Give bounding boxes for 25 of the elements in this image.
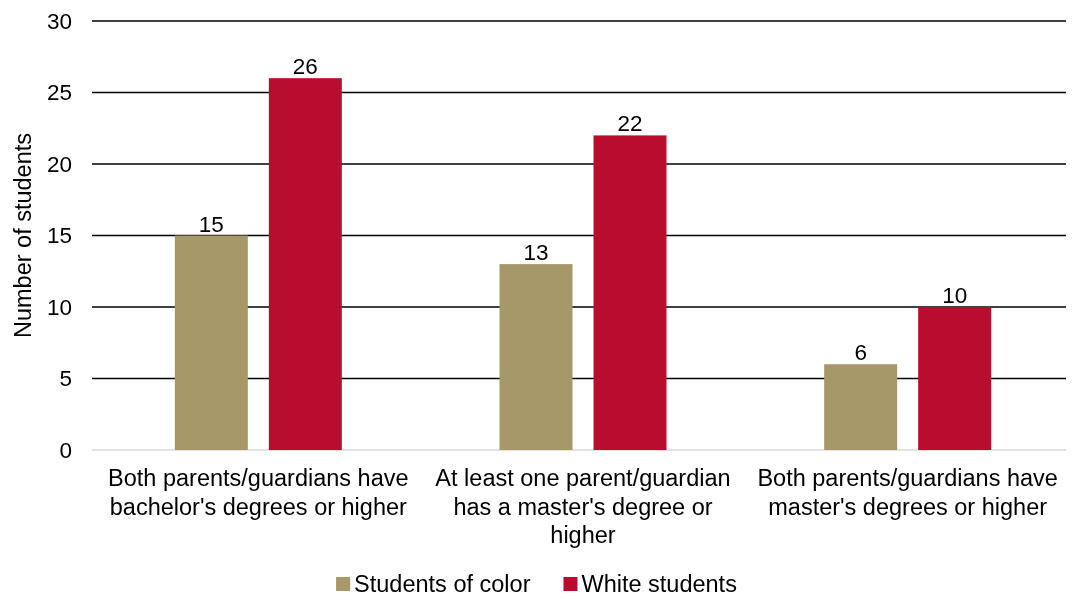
y-tick-label: 5 bbox=[59, 366, 72, 392]
x-tick-label: Both parents/guardians have master's degrees or higher bbox=[757, 465, 1058, 520]
data-label: 26 bbox=[292, 54, 318, 80]
legend-label: White students bbox=[581, 571, 737, 596]
y-tick-label: 25 bbox=[46, 80, 72, 106]
data-label: 6 bbox=[854, 340, 867, 366]
bar bbox=[268, 78, 342, 450]
data-label: 13 bbox=[523, 240, 549, 266]
y-tick-label: 0 bbox=[59, 437, 72, 463]
bar bbox=[824, 364, 898, 450]
y-axis-title: Number of students bbox=[10, 132, 36, 339]
x-tick-label: Both parents/guardians have bachelor's degrees or higher bbox=[108, 465, 409, 520]
data-label: 15 bbox=[198, 211, 224, 237]
bar bbox=[918, 307, 992, 450]
bar bbox=[174, 235, 248, 450]
y-tick-label: 30 bbox=[46, 8, 72, 34]
data-label: 10 bbox=[942, 283, 968, 308]
data-label: 22 bbox=[617, 111, 643, 137]
bar bbox=[593, 135, 667, 450]
y-tick-label: 15 bbox=[46, 223, 72, 249]
y-tick-label: 20 bbox=[46, 151, 72, 177]
legend-label: Students of color bbox=[354, 571, 531, 596]
bar bbox=[499, 264, 573, 450]
y-tick-label: 10 bbox=[46, 294, 72, 320]
x-tick-label: At least one parent/guardian has a master's degree or higher bbox=[435, 465, 731, 548]
